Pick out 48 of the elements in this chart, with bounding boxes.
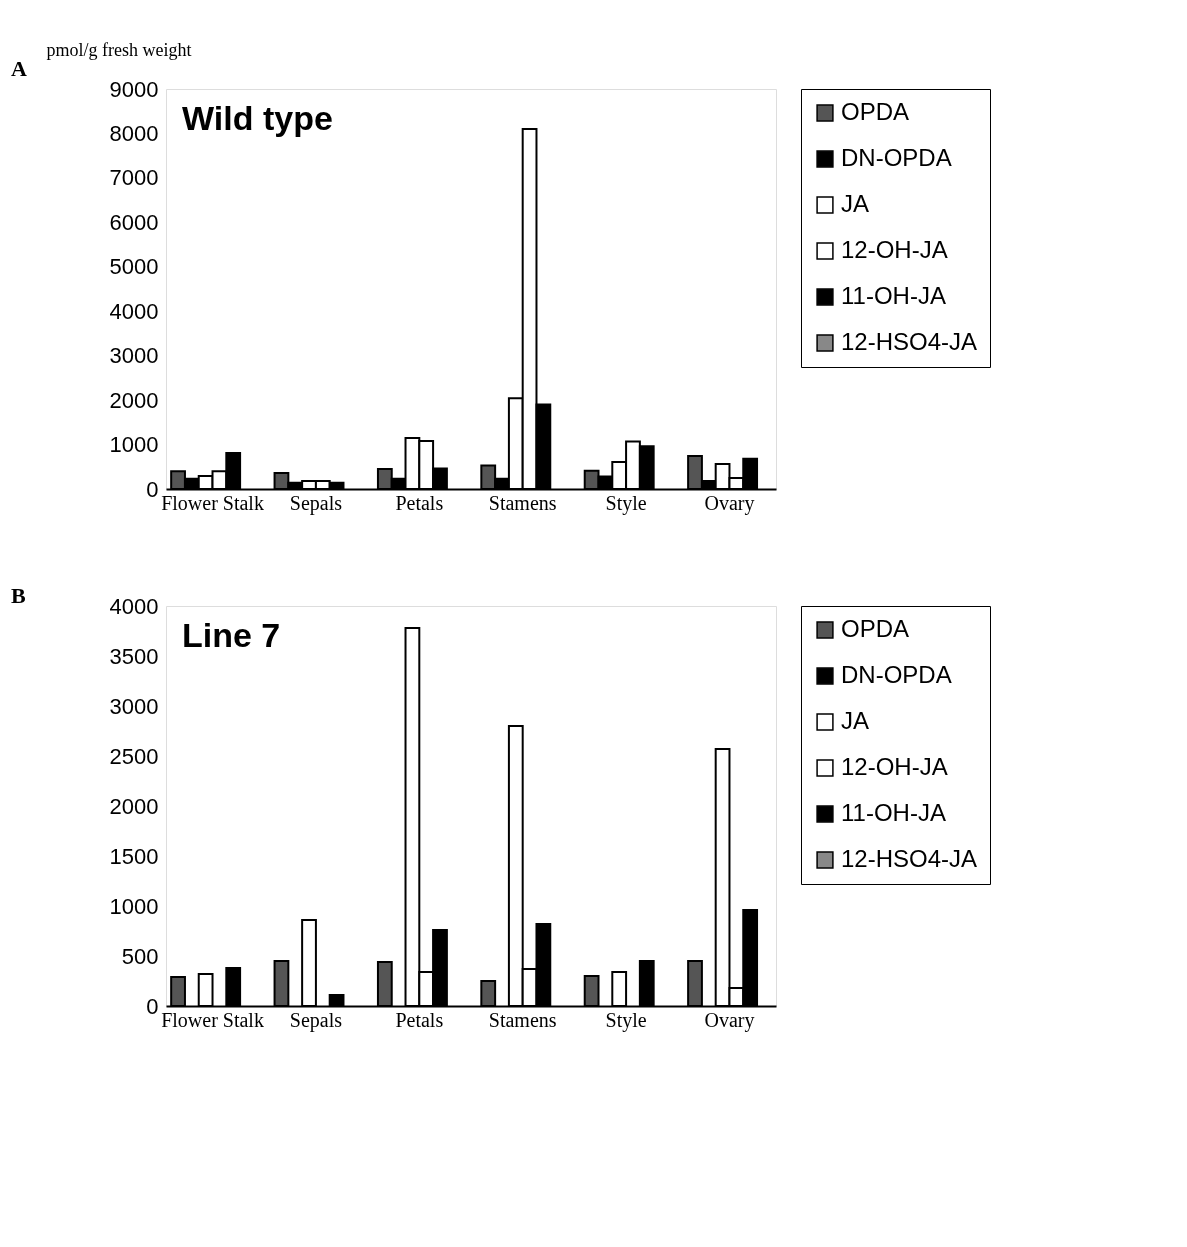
legend-label: DN-OPDA [841,144,952,171]
y-tick-label: 8000 [109,120,159,146]
x-tick-label: Sepals [289,1008,343,1032]
legend-label: JA [841,190,870,217]
x-tick-label: Stamens [488,491,557,514]
y-tick-label: 3000 [109,343,159,369]
x-tick-label: Style [605,491,647,515]
x-tick-label: Ovary [704,491,755,515]
text: B [11,583,26,608]
x-tick-label: Style [605,1008,647,1032]
y-tick-label: 1500 [109,843,159,869]
y-tick-label: 0 [146,476,159,502]
legend-label: OPDA [841,98,910,125]
legend-label: 12-OH-JA [841,236,948,263]
legend-label: 12-OH-JA [841,753,948,780]
x-tick-label: Sepals [289,491,343,515]
legend-label: JA [841,707,870,734]
x-tick-label: Flower Stalk [161,1008,264,1031]
y-tick-label: 0 [146,993,159,1019]
x-tick-label: Stamens [488,1008,557,1031]
y-tick-label: 3000 [109,693,159,719]
x-tick-label: Petals [395,1008,444,1031]
legend-label: 11-OH-JA [841,282,946,309]
y-tick-label: 2500 [109,743,159,769]
y-tick-label: 6000 [109,209,159,235]
x-tick-label: Ovary [704,1008,755,1032]
y-tick-label: 1000 [109,432,159,458]
x-tick-label: Flower Stalk [161,491,264,514]
y-tick-label: 7000 [109,165,159,191]
y-tick-label: 4000 [109,593,159,619]
y-tick-label: 2000 [109,387,159,413]
x-tick-label: Petals [395,491,444,514]
y-tick-label: 500 [121,943,159,969]
y-axis-title: pmol/g fresh weight [46,39,192,60]
legend-label: 12-HSO4-JA [841,845,978,872]
y-tick-label: 1000 [109,893,159,919]
y-tick-label: 9000 [109,76,159,102]
y-tick-label: 3500 [109,643,159,669]
chart-title: Line 7 [182,616,281,654]
y-tick-label: 4000 [109,298,159,324]
legend-label: 11-OH-JA [841,799,946,826]
legend-label: OPDA [841,615,910,642]
legend-label: 12-HSO4-JA [841,328,978,355]
legend-label: DN-OPDA [841,661,952,688]
y-tick-label: 2000 [109,793,159,819]
text: A [11,56,27,81]
y-tick-label: 5000 [109,254,159,280]
chart-title: Wild type [182,99,333,137]
